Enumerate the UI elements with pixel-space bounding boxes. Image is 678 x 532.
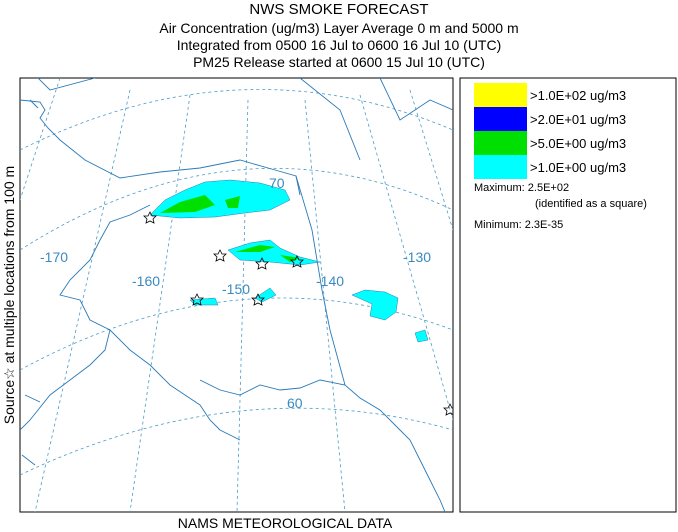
source-markers [143, 211, 453, 416]
coastline [37, 78, 453, 161]
legend-label: >1.0E+02 ug/m3 [530, 88, 626, 103]
map-label: 60 [287, 395, 303, 411]
legend-swatch [474, 131, 527, 155]
legend-swatch [474, 83, 527, 107]
graticule [409, 89, 453, 231]
map-label: -130 [403, 249, 431, 265]
graticule [359, 94, 453, 421]
map-label: 70 [269, 175, 285, 191]
map-label: -150 [222, 281, 250, 297]
coastline [199, 379, 446, 512]
legend-swatch [474, 155, 527, 179]
legend: Maximum: 2.5E+02 (identified as a square… [459, 77, 677, 513]
footer: NAMS METEOROLOGICAL DATA [178, 515, 393, 531]
graticule [236, 99, 249, 512]
subtitle: Air Concentration (ug/m3) Layer Average … [159, 20, 518, 36]
maximum: Maximum: 2.5E+02 [474, 182, 569, 194]
subtitle: Integrated from 0500 16 Jul to 0600 16 J… [177, 37, 502, 53]
coastline [20, 204, 151, 431]
coastline [21, 99, 41, 466]
minimum: Minimum: 2.3E-35 [474, 219, 563, 231]
legend-label: >1.0E+00 ug/m3 [530, 160, 626, 175]
map-label: -140 [316, 273, 344, 289]
graticule [129, 94, 191, 512]
map: 70 -170 -160 -150 -140 -130 60 [19, 77, 454, 513]
graticule [20, 407, 453, 476]
graticule [20, 167, 453, 251]
coastline [20, 99, 301, 196]
smoke [149, 179, 429, 343]
map-label: -160 [132, 273, 160, 289]
graticule [20, 297, 453, 371]
map-label: -170 [40, 249, 68, 265]
title: NWS SMOKE FORECAST [249, 1, 428, 18]
graticule [34, 89, 131, 512]
legend-swatch [474, 107, 527, 131]
subtitle: PM25 Release started at 0600 15 Jul 10 (… [193, 54, 485, 70]
legend-label: >2.0E+01 ug/m3 [530, 112, 626, 127]
border [295, 175, 346, 386]
side-label: Source☆ at multiple locations from 100 m [1, 166, 17, 424]
maximum-note: (identified as a square) [535, 198, 647, 210]
legend-label: >5.0E+00 ug/m3 [530, 136, 626, 151]
coastline [109, 329, 241, 441]
